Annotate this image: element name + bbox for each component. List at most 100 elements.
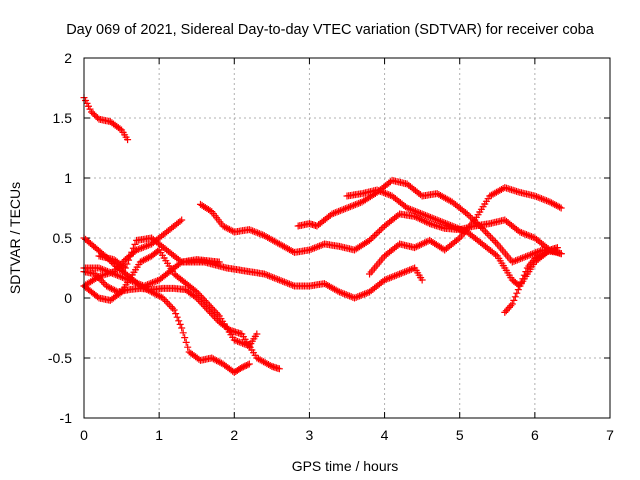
data-point: [521, 230, 529, 238]
data-point: [125, 276, 133, 284]
data-point: [234, 337, 242, 345]
y-tick-label: -0.5: [48, 350, 72, 366]
data-point: [140, 256, 148, 264]
series-arc-1: [80, 94, 132, 144]
data-point: [210, 307, 218, 315]
series-arc-4: [80, 246, 261, 350]
data-point: [125, 256, 133, 264]
data-point: [275, 365, 283, 373]
data-point: [209, 355, 217, 363]
data-point: [411, 212, 419, 220]
data-point: [317, 241, 325, 249]
series-arc-5: [80, 258, 426, 302]
data-point: [524, 231, 532, 239]
data-point: [527, 251, 535, 259]
data-point: [473, 220, 481, 228]
data-point: [336, 207, 344, 215]
data-point: [455, 225, 463, 233]
data-point: [517, 278, 525, 286]
data-point: [343, 204, 351, 212]
data-point: [437, 217, 445, 225]
data-point: [423, 212, 431, 220]
data-point: [239, 363, 247, 371]
data-point: [424, 219, 432, 227]
data-point: [249, 227, 257, 235]
data-point: [135, 280, 143, 288]
data-point: [350, 201, 358, 209]
data-point: [541, 196, 549, 204]
data-point: [94, 293, 102, 301]
data-point: [535, 252, 543, 260]
data-point: [148, 279, 156, 287]
data-point: [194, 290, 202, 298]
data-point: [272, 275, 280, 283]
data-point: [257, 230, 265, 238]
data-point: [430, 215, 438, 223]
data-point: [399, 269, 407, 277]
data-point: [465, 212, 473, 220]
data-point: [266, 361, 274, 369]
data-point: [420, 211, 428, 219]
data-point: [346, 292, 354, 300]
data-point: [129, 244, 137, 252]
x-tick-label: 0: [80, 427, 88, 443]
data-point: [511, 293, 519, 301]
y-tick-label: 0.5: [53, 230, 73, 246]
data-point: [239, 339, 247, 347]
data-point: [411, 244, 419, 252]
data-point: [488, 235, 496, 243]
data-point: [241, 362, 249, 370]
data-point: [523, 231, 531, 239]
data-point: [216, 358, 224, 366]
data-point: [138, 244, 146, 252]
data-point: [412, 213, 420, 221]
data-point: [120, 274, 128, 282]
data-point: [113, 271, 121, 279]
data-point: [373, 186, 381, 194]
data-point: [557, 204, 565, 212]
data-point: [224, 225, 232, 233]
data-point: [523, 252, 531, 260]
data-point: [143, 242, 151, 250]
data-point: [382, 275, 390, 283]
data-point: [421, 217, 429, 225]
data-point: [376, 187, 384, 195]
data-point: [385, 191, 393, 199]
data-point: [121, 264, 129, 272]
data-point: [510, 296, 518, 304]
data-point: [133, 246, 141, 254]
data-point: [507, 302, 515, 310]
data-point: [222, 224, 230, 232]
data-point: [538, 195, 546, 203]
data-point: [335, 207, 343, 215]
data-point: [502, 307, 510, 315]
data-point: [136, 258, 144, 266]
data-point: [403, 204, 411, 212]
data-point: [490, 237, 498, 245]
data-point: [505, 303, 513, 311]
data-point: [128, 248, 136, 256]
data-point: [518, 254, 526, 262]
data-point: [230, 336, 238, 344]
data-point: [123, 275, 131, 283]
data-point: [244, 361, 252, 369]
data-point: [415, 209, 423, 217]
data-point: [198, 293, 206, 301]
data-point: [179, 329, 187, 337]
data-point: [539, 195, 547, 203]
data-point: [140, 282, 148, 290]
series-arc-9: [294, 176, 565, 266]
data-point: [144, 254, 152, 262]
data-point: [526, 232, 534, 240]
data-point: [154, 247, 162, 255]
data-point: [111, 286, 119, 294]
data-point: [411, 207, 419, 215]
data-point: [376, 227, 384, 235]
data-point: [534, 253, 542, 261]
series-arc-12: [501, 244, 561, 316]
data-point: [353, 200, 361, 208]
data-point: [331, 209, 339, 217]
data-point: [407, 265, 415, 273]
data-point: [362, 289, 370, 297]
data-point: [109, 285, 117, 293]
